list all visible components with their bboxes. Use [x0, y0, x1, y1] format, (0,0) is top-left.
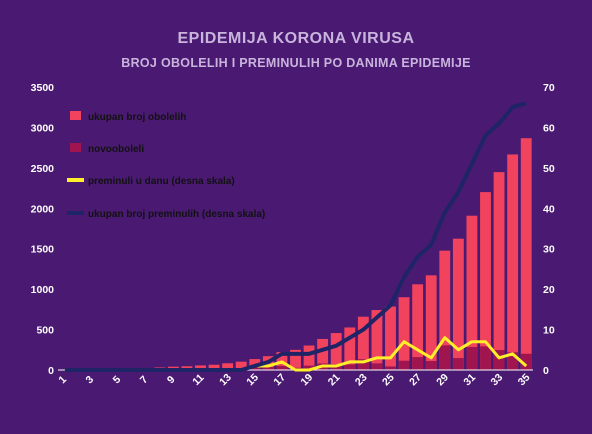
x-tick-label: 3: [83, 373, 96, 386]
bar-total-cases: [303, 345, 315, 370]
x-tick-label: 11: [190, 372, 206, 388]
legend-total-cases-label: ukupan broj obolelih: [88, 112, 186, 123]
bar-new-cases: [466, 347, 478, 370]
bar-new-cases: [439, 345, 451, 370]
line-total-deaths: [64, 101, 527, 372]
bar-total-cases: [344, 327, 356, 370]
x-tick-label: 7: [138, 373, 151, 386]
bar-total-cases: [385, 306, 396, 370]
x-tick-label: 31: [461, 371, 478, 388]
bar-new-cases: [357, 359, 369, 370]
x-tick-label: 19: [299, 371, 316, 388]
bar-total-cases: [466, 215, 478, 370]
y-left-tick-label: 3000: [31, 122, 55, 134]
bar-total-cases: [439, 250, 451, 370]
legend-total-cases-swatch: [70, 111, 81, 120]
bar-total-cases: [290, 349, 301, 370]
y-right-tick-label: 60: [543, 122, 555, 134]
bar-total-cases: [195, 365, 206, 370]
bar-total-cases: [371, 310, 383, 370]
y-right-tick-label: 10: [543, 325, 555, 337]
x-tick-label: 9: [165, 373, 178, 386]
bar-new-cases: [452, 358, 464, 370]
legend-daily-deaths-label: preminuli u danu (desna skala): [88, 176, 235, 187]
chart-title: EPIDEMIJA KORONA VIRUSA: [177, 30, 415, 47]
bar-total-cases: [425, 275, 437, 370]
bar-total-cases: [357, 316, 369, 370]
bar-new-cases: [249, 367, 261, 370]
chart-subtitle: BROJ OBOLELIH I PREMINULIH PO DANIMA EPI…: [121, 56, 471, 70]
bar-total-cases: [480, 192, 491, 370]
bar-new-cases: [303, 365, 315, 370]
bar-new-cases: [385, 366, 396, 370]
x-tick-label: 25: [380, 371, 397, 388]
bar-new-cases: [412, 357, 424, 370]
x-tick-label: 5: [111, 373, 124, 386]
bar-new-cases: [371, 363, 383, 370]
bar-new-cases: [262, 367, 274, 370]
bar-total-cases: [398, 297, 410, 370]
y-left-tick-label: 500: [36, 325, 54, 337]
bar-new-cases: [398, 360, 410, 370]
x-tick-label: 1: [56, 373, 69, 386]
bar-new-cases: [507, 352, 519, 370]
bar-total-cases: [317, 338, 329, 370]
y-right-tick-label: 30: [543, 244, 555, 256]
x-tick-label: 27: [407, 371, 424, 388]
x-tick-label: 13: [217, 371, 234, 388]
y-left-tick-label: 0: [48, 365, 54, 377]
bar-total-cases: [493, 172, 505, 370]
bar-new-cases: [520, 353, 532, 370]
y-left-tick-label: 3500: [31, 82, 55, 94]
bar-total-cases: [520, 138, 532, 370]
bar-new-cases: [344, 364, 356, 370]
bar-total-cases: [330, 333, 342, 370]
bar-total-cases: [235, 361, 247, 370]
x-tick-label: 29: [434, 371, 451, 388]
bar-new-cases: [425, 361, 437, 370]
y-left-tick-label: 2500: [31, 163, 55, 175]
bar-total-cases: [507, 154, 519, 370]
y-right-tick-label: 70: [543, 82, 555, 94]
x-tick-label: 23: [353, 371, 370, 388]
y-right-tick-label: 0: [543, 365, 549, 377]
y-right-tick-label: 20: [543, 284, 555, 296]
bar-total-cases: [208, 364, 220, 370]
bar-total-cases: [452, 238, 464, 370]
bar-total-cases: [222, 363, 234, 370]
x-tick-label: 21: [326, 371, 343, 388]
y-left-tick-label: 1000: [31, 284, 55, 296]
x-tick-label: 15: [244, 371, 261, 388]
y-right-tick-label: 50: [543, 163, 555, 175]
y-left-tick-label: 1500: [31, 244, 55, 256]
legend-new-cases-label: novooboleli: [88, 144, 144, 155]
bar-new-cases: [480, 346, 491, 370]
bar-total-cases: [412, 284, 424, 370]
bar-new-cases: [276, 365, 288, 370]
legend-new-cases-swatch: [70, 143, 81, 152]
x-tick-label: 35: [516, 371, 533, 388]
x-tick-label: 33: [489, 371, 506, 388]
y-right-tick-label: 40: [543, 203, 555, 215]
x-tick-label: 17: [271, 371, 288, 388]
y-left-tick-label: 2000: [31, 203, 55, 215]
bar-new-cases: [493, 350, 505, 370]
legend-total-deaths-label: ukupan broj preminulih (desna skala): [88, 209, 265, 220]
